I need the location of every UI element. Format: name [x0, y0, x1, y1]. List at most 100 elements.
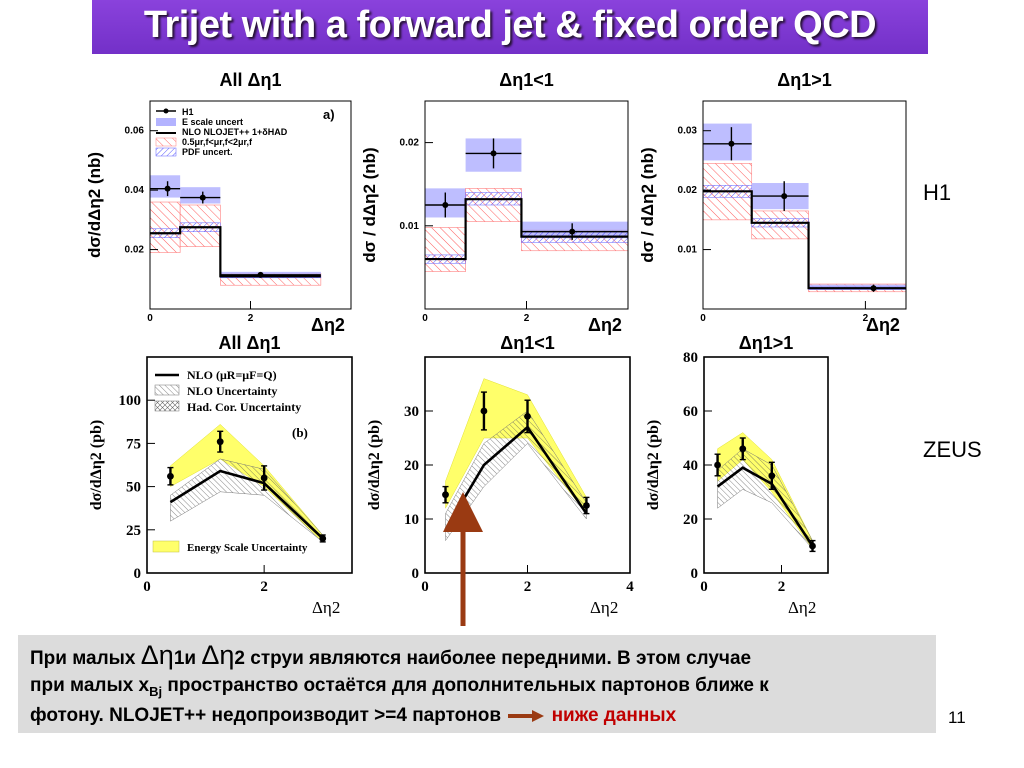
x-tick-label: 2: [260, 579, 268, 595]
escale-band: [150, 175, 181, 198]
panel-h1_low: 0.01 0.02 0 2 Δη2 dσ / dΔη2 (nb) Δη1<1: [360, 70, 629, 335]
x-tick-label: 0: [421, 579, 429, 595]
data-point: [164, 185, 171, 192]
eta1-symbol: Δη: [140, 640, 174, 670]
zeus-label: ZEUS: [923, 437, 982, 462]
y-tick-label: 10: [404, 512, 419, 528]
x-tick-label: 2: [863, 313, 869, 324]
data-point: [768, 472, 776, 480]
h1-label: H1: [923, 180, 952, 205]
panel-title: Δη1<1: [500, 333, 554, 353]
data-point: [870, 285, 877, 292]
x-tick-label: 0: [147, 313, 153, 324]
legend-label: E scale uncert: [182, 117, 243, 127]
eta2-sub: 2: [234, 648, 245, 669]
note-line-2: при малых xBj пространство остаётся для …: [30, 675, 769, 699]
y-tick-label: 50: [126, 480, 141, 496]
y-axis-label: dσ/dΔη2 (pb): [645, 420, 662, 511]
legend-scale-swatch: [155, 137, 177, 147]
x-axis-label: Δη2: [866, 315, 900, 335]
note-text-2b: пространство остаётся для дополнительных…: [167, 675, 769, 696]
note-box: При малых Δη1и Δη2 струи являются наибол…: [18, 635, 936, 733]
y-axis-label: dσ/dΔη2 (pb): [366, 420, 383, 511]
nlo-line: [425, 198, 628, 261]
legend-label: Had. Cor. Uncertainty: [187, 400, 301, 414]
note-text-1b: струи являются наиболее передними. В это…: [250, 648, 752, 669]
x-axis-label: Δη2: [590, 598, 618, 617]
panel-tag: (b): [292, 425, 308, 440]
scale-band: [149, 201, 181, 253]
y-tick-label: 0.02: [678, 185, 698, 196]
data-point: [167, 472, 174, 480]
legend-nlo-unc-swatch: [154, 384, 180, 396]
plot-frame: [146, 356, 353, 574]
y-axis-label: dσ/dΔη2 (pb): [88, 420, 105, 511]
escale-band: [703, 123, 752, 161]
y-tick-label: 0.01: [678, 245, 698, 256]
panel-title: Δη1>1: [777, 70, 831, 90]
note-text-3a: фотону. NLOJET++ недопроизводит >=4 парт…: [30, 705, 502, 726]
slide-title: Trijet with a forward jet & fixed order …: [143, 4, 877, 46]
y-tick-label: 0.03: [678, 126, 698, 137]
title-bar: Trijet with a forward jet & fixed order …: [92, 0, 928, 54]
data-point: [739, 445, 747, 453]
y-tick-label: 80: [683, 350, 698, 366]
eta1-sub: 1: [173, 648, 185, 669]
panel-title: Δη1<1: [499, 70, 553, 90]
y-tick-label: 0.02: [400, 138, 420, 149]
panel-title: All Δη1: [219, 333, 281, 353]
data-point: [781, 193, 788, 200]
x-tick-label: 0: [700, 313, 706, 324]
y-tick-label: 100: [119, 393, 142, 409]
legend-escale-swatch: [156, 118, 176, 126]
y-tick-label: 0: [691, 566, 699, 582]
y-tick-label: 75: [126, 436, 141, 452]
x-axis-label: Δη2: [788, 598, 816, 617]
y-tick-label: 40: [683, 458, 698, 474]
note-line-1: При малых Δη1и Δη2 струи являются наибол…: [30, 640, 751, 671]
panel-zeus_all: 0 25 50 75 100 0 2 Δη2 dσ/dΔη2 (pb) All Δη1 (b) NLO…: [88, 333, 353, 617]
scale-band: [424, 227, 466, 272]
note-and: и: [184, 648, 197, 669]
panel-title: All Δη1: [220, 70, 282, 90]
x-tick-label: 2: [524, 579, 532, 595]
x-axis-label: Δη2: [588, 315, 622, 335]
y-axis-label: dσ / dΔη2 (nb): [360, 147, 379, 262]
y-tick-label: 0.06: [125, 126, 145, 137]
y-tick-label: 20: [683, 512, 698, 528]
y-tick-label: 0.04: [125, 185, 145, 196]
nlo-band: [717, 448, 813, 550]
data-point: [442, 202, 449, 208]
y-tick-label: 30: [404, 404, 419, 420]
legend-label: NLO (μR=μF=Q): [187, 368, 277, 382]
data-point: [524, 413, 531, 420]
x-tick-label: 4: [626, 579, 634, 595]
data-point: [199, 194, 206, 201]
data-point: [257, 271, 264, 278]
note-text-2a: при малых x: [30, 675, 150, 696]
y-tick-label: 20: [404, 458, 419, 474]
plot-frame: [702, 100, 907, 310]
x-tick-label: 0: [143, 579, 151, 595]
legend-label: PDF uncert.: [182, 147, 233, 157]
data-point: [490, 150, 497, 157]
panel-zeus_low: 0 10 20 30 0 2 4 Δη2 dσ/dΔη2 (pb) Δη1<1: [366, 333, 634, 617]
legend-hadcor-swatch: [154, 400, 180, 412]
x-tick-label: 2: [248, 313, 254, 324]
y-tick-label: 60: [683, 404, 698, 420]
arrow-right-icon: [508, 709, 545, 722]
escale-band: [180, 187, 221, 204]
x-tick-label: 0: [700, 579, 708, 595]
nlo-line: [716, 466, 814, 547]
data-point: [583, 502, 590, 509]
y-axis-label: dσ / dΔη2 (nb): [638, 147, 657, 262]
legend-label: H1: [182, 107, 194, 117]
note-line-3: фотону. NLOJET++ недопроизводит >=4 парт…: [30, 705, 676, 727]
note-text-1a: При малых: [30, 648, 136, 669]
data-point: [319, 535, 327, 542]
data-point: [714, 461, 721, 469]
